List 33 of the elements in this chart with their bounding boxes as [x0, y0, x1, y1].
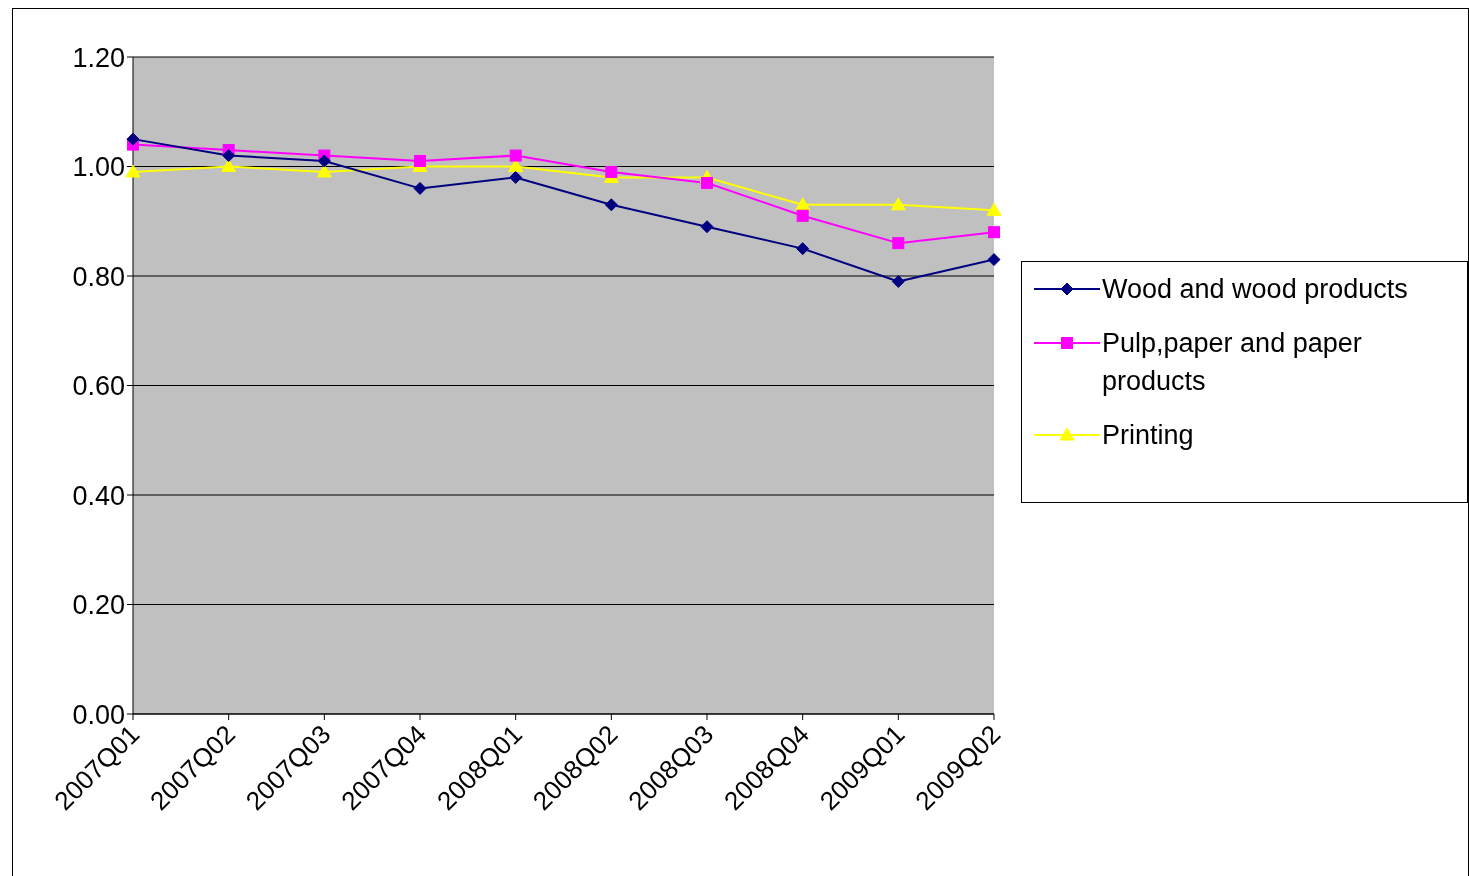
- point: [125, 164, 141, 178]
- point: [988, 226, 1000, 239]
- point: [700, 220, 714, 234]
- point: [892, 237, 905, 250]
- point: [126, 132, 140, 146]
- point: [508, 159, 524, 172]
- y-tick-label: 1.00: [72, 152, 125, 183]
- point: [317, 154, 331, 168]
- point: [316, 164, 332, 178]
- point: [795, 197, 811, 211]
- point: [796, 242, 810, 256]
- y-tick-label: 0.60: [72, 371, 125, 402]
- point: [986, 202, 1002, 216]
- point: [796, 209, 809, 222]
- y-tick-label: 0.80: [72, 261, 125, 292]
- point: [222, 149, 236, 163]
- point: [509, 170, 523, 184]
- point: [605, 165, 618, 178]
- legend-label: Pulp,paper and paper products: [1102, 326, 1363, 398]
- point: [890, 197, 906, 211]
- y-tick-label: 1.20: [72, 42, 125, 73]
- point: [604, 198, 618, 212]
- point: [891, 274, 905, 288]
- point: [701, 176, 713, 189]
- point: [414, 155, 426, 168]
- point: [987, 253, 1001, 267]
- point: [413, 181, 427, 195]
- y-tick-label: 0.40: [72, 480, 125, 511]
- legend-label: Wood and wood products: [1102, 272, 1409, 306]
- legend-label: Printing: [1102, 418, 1195, 452]
- point: [509, 149, 522, 162]
- y-tick-label: 0.20: [72, 590, 125, 621]
- point: [221, 159, 237, 172]
